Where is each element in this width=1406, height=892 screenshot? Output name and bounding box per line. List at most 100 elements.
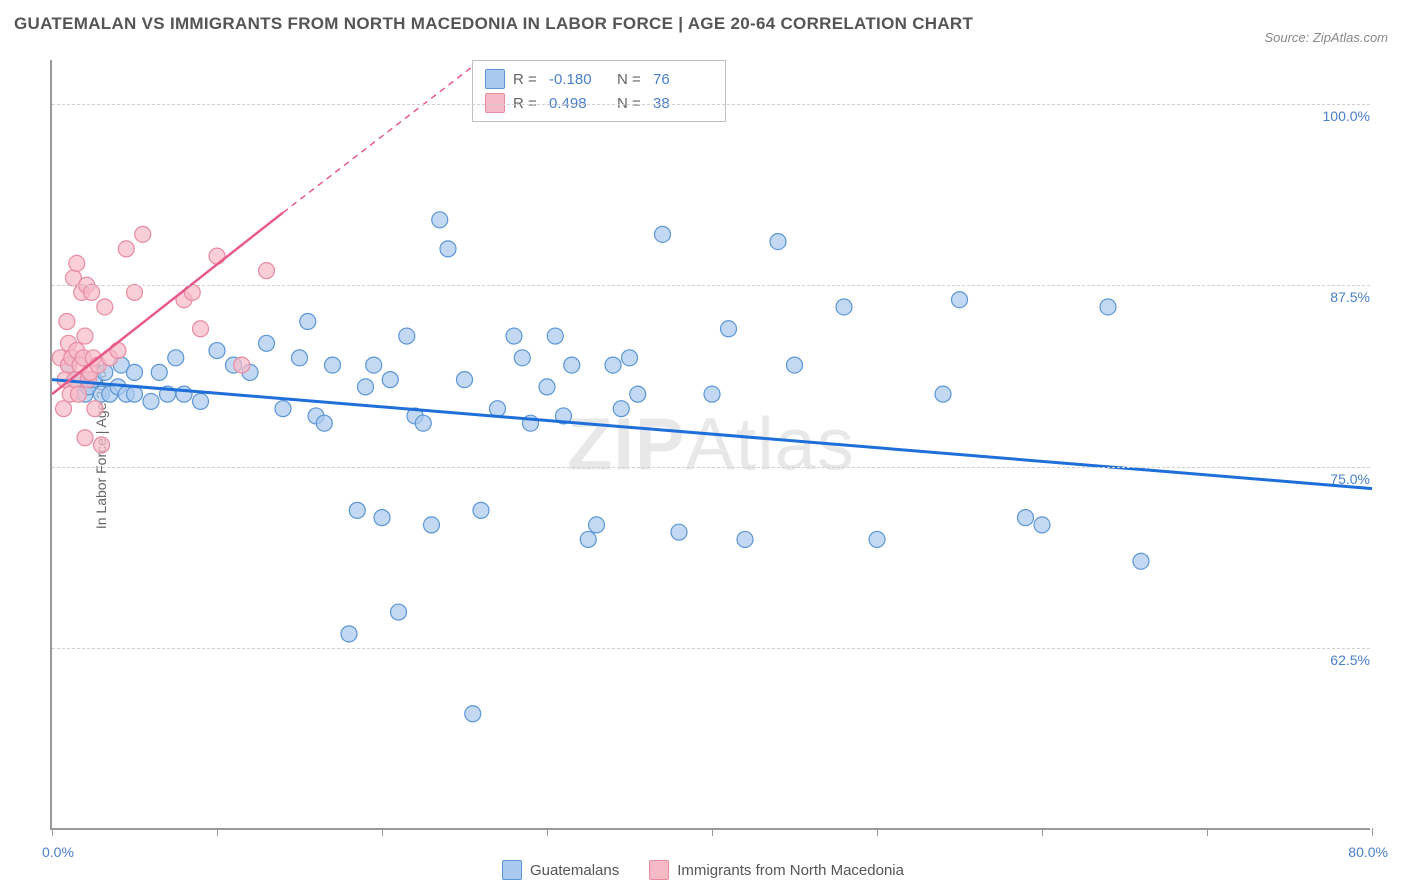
data-point (605, 357, 621, 373)
data-point (564, 357, 580, 373)
stats-r-val-1: -0.180 (549, 71, 609, 88)
legend-swatch-1 (502, 860, 522, 880)
data-point (539, 379, 555, 395)
data-point (1034, 517, 1050, 533)
data-point (193, 393, 209, 409)
data-point (151, 364, 167, 380)
data-point (84, 284, 100, 300)
x-tick (52, 828, 53, 836)
data-point (325, 357, 341, 373)
data-point (399, 328, 415, 344)
data-point (143, 393, 159, 409)
data-point (110, 343, 126, 359)
legend-label-1: Guatemalans (530, 862, 619, 879)
chart-title: GUATEMALAN VS IMMIGRANTS FROM NORTH MACE… (14, 14, 973, 34)
data-point (358, 379, 374, 395)
stats-row-1: R = -0.180 N = 76 (485, 67, 713, 91)
data-point (234, 357, 250, 373)
data-point (721, 321, 737, 337)
x-tick (1207, 828, 1208, 836)
stats-n-val-1: 76 (653, 71, 713, 88)
data-point (77, 328, 93, 344)
stats-legend-box: R = -0.180 N = 76 R = 0.498 N = 38 (472, 60, 726, 122)
y-tick-label: 75.0% (1330, 471, 1370, 487)
data-point (506, 328, 522, 344)
data-point (127, 284, 143, 300)
trend-line (283, 60, 481, 213)
gridline (52, 467, 1370, 468)
data-point (168, 350, 184, 366)
data-point (514, 350, 530, 366)
data-point (56, 401, 72, 417)
bottom-legend: Guatemalans Immigrants from North Macedo… (502, 860, 904, 880)
data-point (622, 350, 638, 366)
data-point (366, 357, 382, 373)
data-point (580, 531, 596, 547)
data-point (316, 415, 332, 431)
data-point (787, 357, 803, 373)
x-start-label: 0.0% (42, 844, 74, 860)
data-point (457, 372, 473, 388)
stats-n-label-1: N = (617, 71, 645, 88)
data-point (737, 531, 753, 547)
data-point (382, 372, 398, 388)
data-point (193, 321, 209, 337)
data-point (374, 510, 390, 526)
gridline (52, 648, 1370, 649)
data-point (432, 212, 448, 228)
x-tick (547, 828, 548, 836)
plot-area: ZIPAtlas R = -0.180 N = 76 R = 0.498 N =… (50, 60, 1370, 830)
data-point (440, 241, 456, 257)
data-point (589, 517, 605, 533)
y-tick-label: 100.0% (1323, 108, 1370, 124)
chart-container: GUATEMALAN VS IMMIGRANTS FROM NORTH MACE… (0, 0, 1406, 892)
data-point (935, 386, 951, 402)
data-point (465, 706, 481, 722)
data-point (209, 343, 225, 359)
data-point (127, 386, 143, 402)
legend-item-2: Immigrants from North Macedonia (649, 860, 904, 880)
data-point (1018, 510, 1034, 526)
data-point (704, 386, 720, 402)
data-point (490, 401, 506, 417)
data-point (836, 299, 852, 315)
data-point (70, 386, 86, 402)
data-point (69, 255, 85, 271)
data-point (671, 524, 687, 540)
data-point (424, 517, 440, 533)
x-tick (217, 828, 218, 836)
data-point (59, 314, 75, 330)
legend-item-1: Guatemalans (502, 860, 619, 880)
data-point (952, 292, 968, 308)
data-point (292, 350, 308, 366)
x-tick (877, 828, 878, 836)
data-point (770, 234, 786, 250)
data-point (349, 502, 365, 518)
data-point (275, 401, 291, 417)
y-tick-label: 62.5% (1330, 652, 1370, 668)
data-point (259, 335, 275, 351)
data-point (127, 364, 143, 380)
data-point (1133, 553, 1149, 569)
source-label: Source: ZipAtlas.com (1264, 30, 1388, 45)
data-point (118, 241, 134, 257)
x-tick (1372, 828, 1373, 836)
data-point (630, 386, 646, 402)
data-point (77, 430, 93, 446)
stats-swatch-1 (485, 69, 505, 89)
data-point (869, 531, 885, 547)
gridline (52, 285, 1370, 286)
data-point (176, 386, 192, 402)
data-point (87, 401, 103, 417)
x-end-label: 80.0% (1348, 844, 1388, 860)
plot-svg (52, 60, 1370, 828)
data-point (415, 415, 431, 431)
data-point (613, 401, 629, 417)
data-point (473, 502, 489, 518)
data-point (259, 263, 275, 279)
x-tick (382, 828, 383, 836)
x-tick (1042, 828, 1043, 836)
data-point (300, 314, 316, 330)
data-point (135, 226, 151, 242)
legend-swatch-2 (649, 860, 669, 880)
